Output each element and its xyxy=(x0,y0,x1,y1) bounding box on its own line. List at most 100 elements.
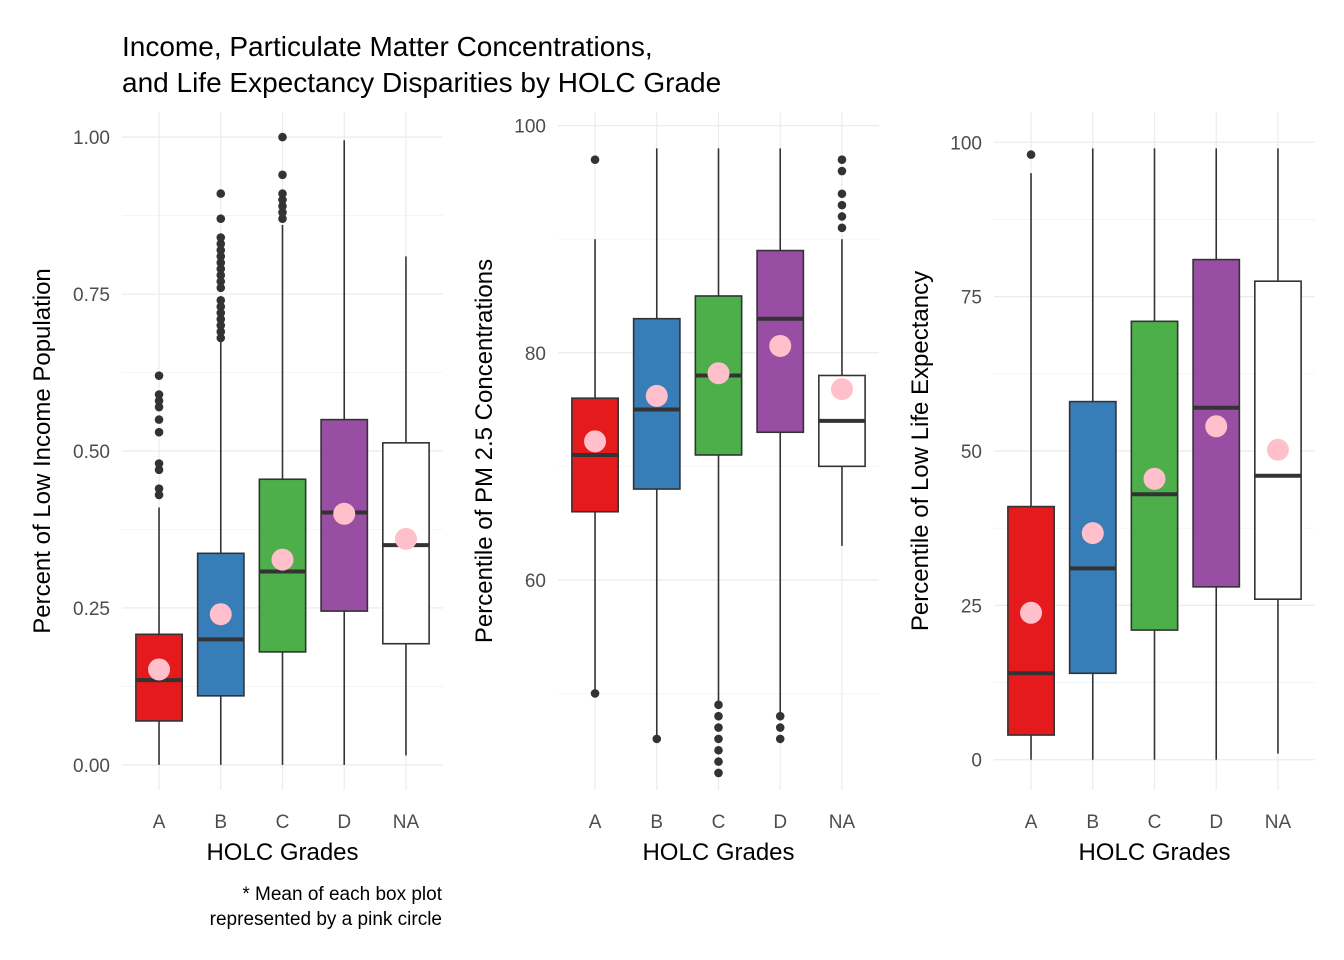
outlier-point xyxy=(154,459,164,468)
mean-circle xyxy=(271,548,294,571)
x-tick-label: B xyxy=(214,812,227,833)
mean-circle xyxy=(769,334,792,357)
mean-circle xyxy=(707,362,730,385)
outlier-point xyxy=(278,208,287,217)
outlier-point xyxy=(154,415,164,424)
outlier-point xyxy=(278,195,287,205)
y-tick-label: 80 xyxy=(525,344,546,365)
outlier-point xyxy=(216,258,226,267)
outlier-point xyxy=(154,396,164,406)
y-tick-label: 0 xyxy=(971,751,982,772)
outlier-point xyxy=(216,264,226,274)
x-tick-label: C xyxy=(1148,812,1162,833)
box-C xyxy=(258,132,307,765)
box-B xyxy=(196,189,245,765)
x-tick-label: NA xyxy=(829,812,856,833)
y-tick-label: 0.00 xyxy=(73,756,110,777)
box-NA xyxy=(382,256,430,756)
y-tick-label: 1.00 xyxy=(73,128,110,149)
y-tick-label: 75 xyxy=(961,288,982,309)
y-tick-label: 100 xyxy=(514,117,546,138)
chart-title-line-2: and Life Expectancy Disparities by HOLC … xyxy=(122,67,721,98)
outlier-point xyxy=(216,270,226,280)
outlier-point xyxy=(1026,150,1036,159)
outlier-point xyxy=(216,333,226,343)
outlier-point xyxy=(590,689,600,698)
x-tick-label: D xyxy=(773,812,787,833)
x-axis-title: HOLC Grades xyxy=(1078,839,1230,866)
outlier-point xyxy=(278,189,287,198)
outlier-point xyxy=(216,189,226,198)
box-C xyxy=(1130,148,1179,760)
x-tick-label: A xyxy=(1025,812,1038,833)
outlier-point xyxy=(775,711,785,721)
outlier-point xyxy=(216,252,226,261)
outlier-point xyxy=(154,490,164,500)
outlier-point xyxy=(216,283,226,293)
outlier-point xyxy=(775,723,785,732)
outlier-point xyxy=(278,214,287,224)
box-B xyxy=(632,148,681,744)
x-tick-label: NA xyxy=(393,812,420,833)
outlier-point xyxy=(216,277,226,286)
box-A xyxy=(1007,150,1055,760)
outlier-point xyxy=(775,734,785,744)
y-tick-label: 25 xyxy=(961,596,982,617)
outlier-point xyxy=(154,484,164,493)
outlier-point xyxy=(216,239,226,249)
outlier-point xyxy=(154,371,164,380)
box-NA xyxy=(1254,148,1302,754)
mean-circle xyxy=(148,658,171,681)
x-tick-label: C xyxy=(276,812,290,833)
panel-life-expectancy: 0 25 50 75 100 A B C D NA HOLC Grades Percentile of… xyxy=(907,112,1315,866)
mean-circle xyxy=(584,430,607,453)
x-tick-label: B xyxy=(1086,812,1099,833)
mean-circle xyxy=(1081,522,1104,545)
y-axis-title: Percentile of PM 2.5 Concentrations xyxy=(471,259,498,643)
outlier-point xyxy=(714,757,723,766)
outlier-point xyxy=(837,155,847,164)
outlier-point xyxy=(154,465,164,475)
x-tick-label: A xyxy=(589,812,602,833)
outlier-point xyxy=(278,170,287,180)
box-A xyxy=(571,155,619,698)
mean-circle xyxy=(1266,438,1289,461)
box-rect xyxy=(258,478,307,653)
outlier-point xyxy=(837,212,847,221)
outlier-point xyxy=(278,132,287,142)
box-rect xyxy=(756,249,805,434)
x-axis-title: HOLC Grades xyxy=(206,839,358,866)
x-tick-label: D xyxy=(337,812,351,833)
y-tick-label: 60 xyxy=(525,571,546,592)
box-A xyxy=(135,371,183,765)
y-tick-label: 0.50 xyxy=(73,442,110,463)
mean-circle xyxy=(1143,467,1166,490)
x-tick-label: A xyxy=(153,812,166,833)
outlier-point xyxy=(590,155,600,164)
outlier-point xyxy=(714,734,723,744)
outlier-point xyxy=(837,200,847,210)
outlier-point xyxy=(216,296,226,305)
y-axis-title: Percentile of Low Life Expectancy xyxy=(907,271,934,631)
outlier-point xyxy=(216,233,226,242)
mean-circle xyxy=(1020,601,1043,624)
caption-line-2: represented by a pink circle xyxy=(210,909,442,930)
mean-circle xyxy=(394,527,417,550)
mean-circle xyxy=(645,384,668,407)
x-tick-label: B xyxy=(650,812,663,833)
box-D xyxy=(320,140,369,765)
y-tick-label: 0.75 xyxy=(73,285,110,306)
outlier-point xyxy=(216,314,226,324)
outlier-point xyxy=(714,700,723,710)
outlier-point xyxy=(714,711,723,721)
y-tick-label: 50 xyxy=(961,442,982,463)
mean-circle xyxy=(1205,415,1228,438)
box-B xyxy=(1068,148,1117,760)
y-axis-title: Percent of Low Income Population xyxy=(29,268,56,634)
outlier-point xyxy=(652,734,662,744)
outlier-point xyxy=(216,214,226,224)
caption-line-1: * Mean of each box plot xyxy=(242,884,442,905)
mean-circle xyxy=(333,502,356,525)
outlier-point xyxy=(714,745,723,755)
